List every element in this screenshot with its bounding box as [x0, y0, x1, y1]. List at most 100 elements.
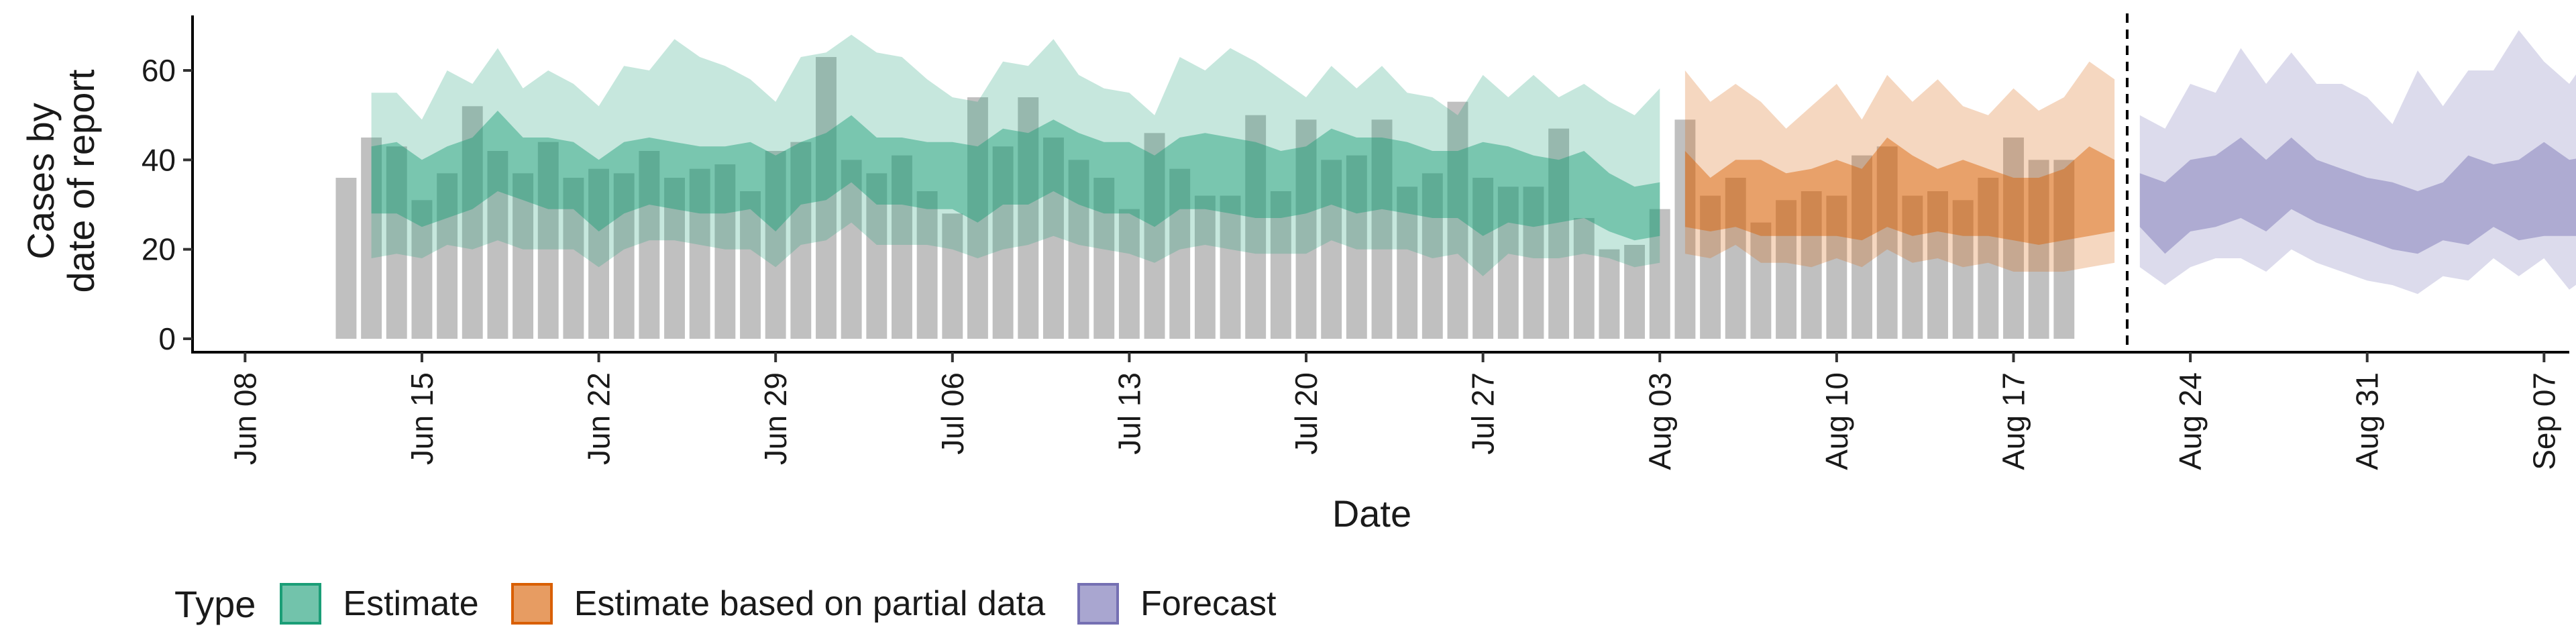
bar [1776, 200, 1796, 339]
bar [588, 168, 609, 339]
bar [462, 106, 483, 339]
legend-item-forecast: Forecast [1077, 583, 1276, 625]
estimate-outer-band [371, 34, 1660, 276]
bar [1649, 209, 1670, 339]
x-tick-label: Aug 03 [1642, 372, 1677, 470]
bands-layer [371, 30, 2576, 294]
bar [1876, 146, 1898, 339]
bar [1018, 97, 1039, 339]
x-tick-label: Aug 10 [1819, 372, 1854, 470]
bar [1042, 138, 1064, 339]
bar [841, 160, 862, 339]
bar [714, 164, 736, 339]
legend-item-partial: Estimate based on partial data [511, 583, 1045, 625]
y-tick-label: 20 [142, 232, 176, 267]
bar [1421, 173, 1443, 339]
legend-item-estimate: Estimate [280, 583, 479, 625]
bar [537, 142, 559, 339]
bar [1447, 101, 1468, 339]
bar [1194, 195, 1216, 339]
bar [1624, 245, 1646, 339]
y-tick-label: 0 [158, 321, 176, 356]
bar [1220, 195, 1241, 339]
bar [2028, 160, 2049, 339]
bar [1245, 115, 1267, 339]
bar [942, 213, 963, 339]
bar [639, 151, 660, 339]
estimate-based-on-partial-data-outer-band [1684, 61, 2115, 272]
bar [1826, 195, 1847, 339]
estimate-based-on-partial-data-inner-band [1684, 138, 2115, 245]
bars-layer [335, 57, 2075, 339]
bar [1548, 128, 1570, 339]
bar [1118, 209, 1140, 339]
bar [1321, 160, 1342, 339]
x-tick-label: Jun 29 [758, 372, 793, 465]
bar [664, 178, 685, 339]
bar [1523, 186, 1544, 339]
y-axis-title-line-2: date of report [60, 69, 102, 293]
bar [1397, 186, 1418, 339]
bar [790, 142, 812, 339]
x-tick-label: Sep 07 [2526, 372, 2561, 470]
bar [1927, 191, 1948, 339]
bar [1725, 178, 1746, 339]
bar [2003, 138, 2024, 339]
x-tick-label: Jun 22 [582, 372, 616, 465]
legend-title: Type [174, 582, 256, 625]
bar [765, 151, 786, 339]
bar [2053, 160, 2075, 339]
bar [613, 173, 635, 339]
bar [1144, 133, 1165, 339]
bar [1295, 119, 1317, 339]
bar [916, 191, 938, 339]
bar [386, 146, 407, 339]
bar [1346, 155, 1367, 339]
estimate-inner-band [371, 111, 1660, 241]
bar [1700, 195, 1721, 339]
bar [740, 191, 761, 339]
y-tick-label: 40 [142, 142, 176, 177]
bar [1068, 160, 1089, 339]
bar [1801, 191, 1822, 339]
chart-canvas: 0 20 40 60 Jun 08 Jun 15 Jun 22 Jun 29 Jul 06 Jul… [19, 13, 2576, 535]
bar [1573, 218, 1595, 339]
forecast-outer-band [2139, 30, 2576, 294]
bar [1599, 249, 1620, 339]
bar [1978, 178, 1999, 339]
x-tick-label: Jul 20 [1289, 372, 1324, 455]
bar [1952, 200, 1974, 339]
bar [689, 168, 710, 339]
bar [361, 138, 382, 339]
legend-key-partial [511, 583, 553, 625]
bar [1674, 119, 1696, 339]
bar [1497, 186, 1519, 339]
bar [892, 155, 912, 339]
bar [437, 173, 458, 339]
legend-label-partial: Estimate based on partial data [574, 584, 1046, 623]
bar [563, 178, 584, 339]
x-axis-title: Date [1332, 492, 1411, 535]
x-tick-label: Jul 27 [1466, 372, 1501, 455]
legend-key-estimate [280, 583, 322, 625]
bar [1750, 222, 1772, 339]
legend-label-estimate: Estimate [343, 584, 479, 623]
bar [513, 173, 534, 339]
y-axis-title-line-1: Cases by [19, 103, 62, 259]
x-tick-label: Aug 31 [2350, 372, 2385, 470]
x-tick-label: Aug 17 [1996, 372, 2031, 470]
x-tick-label: Jun 15 [405, 372, 439, 465]
bar [967, 97, 988, 339]
x-tick-label: Aug 24 [2173, 372, 2208, 470]
y-tick-label: 60 [142, 53, 176, 88]
legend-key-forecast [1077, 583, 1120, 625]
forecast-inner-band [2139, 138, 2576, 254]
bar [411, 200, 433, 339]
bar [1902, 195, 1923, 339]
bar [1851, 155, 1872, 339]
x-tick-label: Jul 13 [1112, 372, 1146, 455]
bar [992, 146, 1014, 339]
bar [1093, 178, 1115, 339]
bar [1169, 168, 1191, 339]
axes-layer: 0 20 40 60 Jun 08 Jun 15 Jun 22 Jun 29 Jul 06 Jul… [142, 15, 2569, 470]
